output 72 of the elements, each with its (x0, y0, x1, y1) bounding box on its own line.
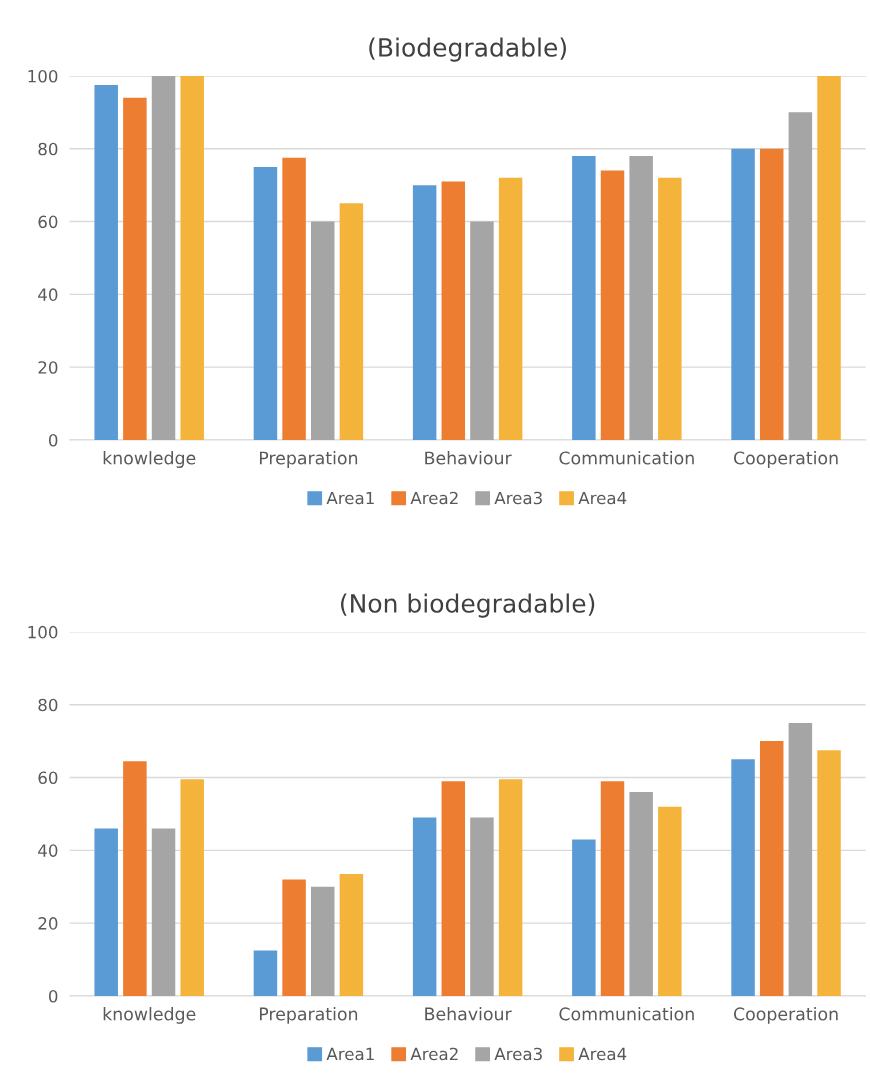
y-tick-label: 20 (38, 917, 58, 930)
x-tick-label: Behaviour (425, 451, 512, 465)
bar (339, 203, 364, 440)
bar (498, 779, 523, 996)
bar (572, 156, 596, 440)
y-tick-label: 20 (38, 361, 58, 374)
y-tick-label: 40 (38, 844, 58, 857)
legend-label: Area3 (494, 1047, 542, 1061)
legend-label: Area4 (578, 1047, 627, 1061)
bar (180, 779, 204, 996)
bar (658, 177, 682, 440)
bar (339, 874, 364, 996)
y-tick-label: 80 (38, 698, 58, 712)
y-tick-label: 100 (28, 69, 58, 83)
y-tick-label: 60 (38, 771, 58, 785)
bar (600, 170, 625, 440)
bar (310, 221, 335, 440)
bar (180, 75, 204, 440)
bar (123, 97, 147, 440)
legend-label: Area1 (326, 491, 374, 505)
x-tick-label: knowledge (103, 1007, 196, 1024)
x-tick-label: Preparation (259, 451, 358, 468)
x-tick-label: Communication (559, 1007, 694, 1021)
bar (759, 148, 784, 440)
bar (94, 85, 118, 440)
bar (817, 750, 841, 996)
legend-label: Area2 (410, 491, 458, 505)
legend-label: Area2 (410, 1047, 458, 1061)
x-tick-label: Behaviour (425, 1007, 512, 1021)
legend-label: Area3 (494, 491, 542, 505)
y-tick-label: 40 (38, 288, 58, 301)
x-tick-label: Preparation (259, 1007, 358, 1024)
bar (253, 950, 278, 996)
bar (412, 817, 437, 996)
bar (788, 112, 813, 440)
bar (151, 75, 176, 440)
x-tick-label: Cooperation (733, 1007, 838, 1024)
y-tick-label: 60 (38, 215, 58, 229)
x-tick-label: Communication (559, 451, 694, 465)
bar (788, 722, 813, 996)
bar (759, 741, 784, 996)
bar (151, 828, 176, 996)
y-tick-label: 100 (28, 625, 58, 639)
bar (123, 761, 147, 996)
legend-label: Area1 (326, 1047, 374, 1061)
y-tick-label: 0 (48, 433, 58, 447)
bar (498, 177, 523, 440)
bar (731, 759, 755, 996)
bar (629, 156, 653, 440)
bar (441, 781, 466, 996)
bar (94, 828, 118, 996)
bar (282, 157, 306, 440)
bar (629, 792, 653, 996)
bar (253, 166, 278, 440)
bar (310, 886, 335, 996)
bar (282, 879, 306, 996)
y-tick-label: 0 (48, 989, 58, 1003)
bar (817, 75, 841, 440)
bar (572, 839, 596, 996)
legend-label: Area4 (578, 491, 627, 505)
chart-title: (Non biodegradable) (341, 593, 595, 618)
bar (731, 148, 755, 440)
x-tick-label: Cooperation (733, 451, 838, 468)
bar (600, 781, 625, 996)
chart-title: (Biodegradable) (369, 37, 566, 62)
bar (470, 221, 494, 440)
bar (658, 806, 682, 996)
y-tick-label: 80 (38, 142, 58, 156)
bar (441, 181, 466, 440)
x-tick-label: knowledge (103, 451, 196, 468)
bar (470, 817, 494, 996)
bar (412, 185, 437, 440)
